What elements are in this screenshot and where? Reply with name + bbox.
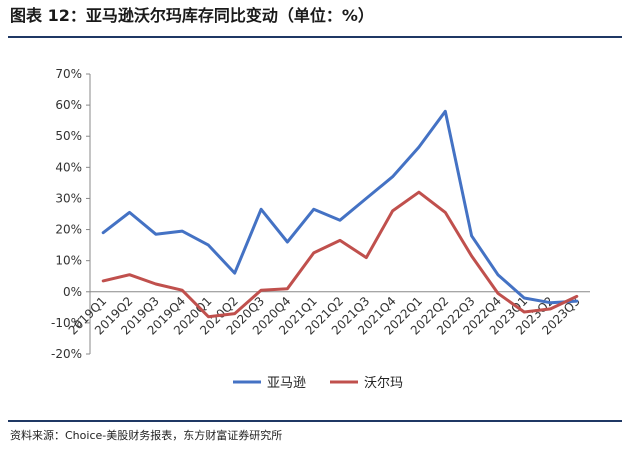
source-note: 资料来源：Choice-美股财务报表，东方财富证券研究所 — [10, 429, 283, 442]
legend-label-1: 亚马逊 — [267, 376, 306, 391]
legend-label-2: 沃尔玛 — [364, 376, 403, 391]
y-tick-label: 30% — [55, 191, 82, 205]
title-rule — [8, 36, 622, 38]
y-tick-label: 10% — [55, 254, 82, 268]
y-tick-label: 40% — [55, 160, 82, 174]
y-tick-label: 20% — [55, 223, 82, 237]
y-axis: 70% 60% 50% 40% 30% 20% 10% 0% -10% -20% — [51, 67, 91, 361]
series-lines — [101, 109, 579, 319]
series-line-1 — [101, 109, 579, 305]
source-rule — [8, 420, 622, 422]
y-tick-label: 70% — [55, 67, 82, 81]
y-tick-label: 60% — [55, 98, 82, 112]
series-line-2 — [101, 190, 579, 319]
y-tick-label: 50% — [55, 129, 82, 143]
legend: 亚马逊 沃尔玛 — [233, 376, 403, 391]
y-tick-label: -10% — [51, 316, 82, 330]
y-tick-label: -20% — [51, 347, 82, 361]
line-chart: 70% 60% 50% 40% 30% 20% 10% 0% -10% -20% 2019Q120… — [51, 67, 590, 391]
figure-title: 图表 12：亚马逊沃尔玛库存同比变动（单位：%） — [10, 6, 374, 25]
y-tick-label: 0% — [63, 285, 82, 299]
x-axis: 2019Q12019Q22019Q32019Q42020Q12020Q22020… — [66, 291, 590, 338]
